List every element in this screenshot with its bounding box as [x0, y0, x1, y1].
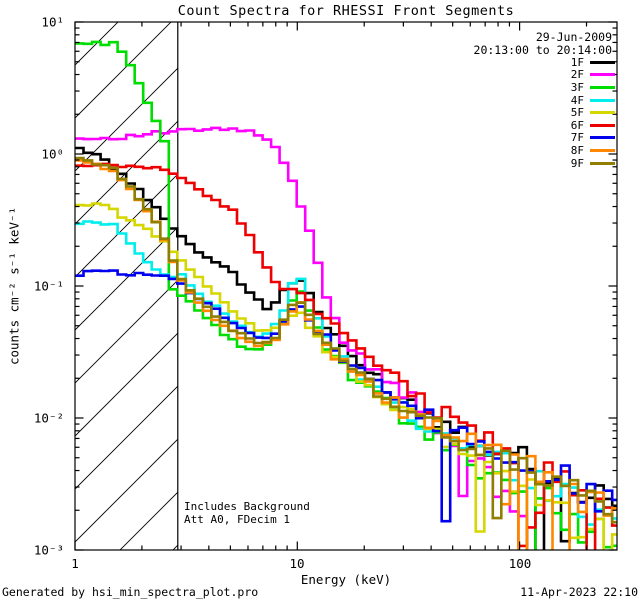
- legend-label-6F: 6F: [570, 118, 584, 132]
- legend-swatch-4F: [590, 98, 615, 102]
- legend: 1F 2F 3F 4F 5F 6F 7F 8F 9F: [570, 56, 615, 170]
- series-8F-curve: [75, 159, 617, 550]
- y-tick-label-10e-2: 10⁻²: [33, 410, 64, 426]
- legend-swatch-1F: [590, 60, 615, 64]
- y-axis-label: counts cm⁻² s⁻¹ keV⁻¹: [6, 206, 22, 366]
- y-tick-label-10e1: 10¹: [41, 14, 64, 30]
- legend-swatch-2F: [590, 73, 615, 77]
- legend-label-7F: 7F: [570, 131, 584, 145]
- y-tick-label-10e-1: 10⁻¹: [33, 278, 64, 294]
- y-tick-label-10e-3: 10⁻³: [33, 542, 64, 558]
- annotation-attenuator-state: Att A0, FDecim 1: [184, 512, 290, 526]
- observation-time-range: 20:13:00 to 20:14:00: [473, 43, 612, 57]
- x-tick-label-10: 10: [289, 556, 305, 571]
- observation-date: 29-Jun-2009: [535, 30, 612, 44]
- legend-item-8F: 8F: [571, 144, 615, 157]
- plot-title: Count Spectra for RHESSI Front Segments: [177, 3, 515, 19]
- legend-item-3F: 3F: [571, 81, 615, 94]
- annotation-block: Includes Background Att A0, FDecim 1: [184, 500, 310, 526]
- x-tick-label-1: 1: [71, 556, 79, 571]
- legend-item-4F: 4F: [571, 94, 615, 107]
- legend-label-5F: 5F: [570, 106, 584, 120]
- generated-by-credit: Generated by hsi_min_spectra_plot.pro: [2, 585, 259, 599]
- x-axis-label: Energy (keV): [300, 572, 392, 587]
- annotation-includes-background: Includes Background: [184, 500, 310, 513]
- render-timestamp: 11-Apr-2023 22:10: [520, 585, 638, 599]
- legend-swatch-8F: [590, 148, 615, 152]
- legend-swatch-5F: [590, 111, 615, 115]
- legend-swatch-7F: [590, 136, 615, 140]
- legend-item-2F: 2F: [570, 68, 615, 82]
- legend-label-2F: 2F: [570, 68, 584, 82]
- legend-item-7F: 7F: [570, 131, 615, 145]
- series-2F-curve: [75, 126, 529, 550]
- legend-label-3F: 3F: [570, 80, 584, 94]
- spectra-curves: [75, 40, 617, 550]
- legend-label-9F: 9F: [570, 156, 584, 170]
- legend-label-4F: 4F: [570, 93, 584, 107]
- y-tick-label-10e0: 10⁰: [41, 146, 64, 162]
- series-3F-curve: [75, 40, 617, 550]
- legend-swatch-9F: [590, 161, 615, 165]
- legend-item-1F: 1F: [571, 56, 615, 69]
- legend-label-1F: 1F: [570, 55, 584, 69]
- legend-item-6F: 6F: [571, 119, 615, 132]
- legend-item-5F: 5F: [571, 106, 615, 119]
- series-9F-curve: [75, 156, 617, 524]
- legend-item-9F: 9F: [571, 157, 615, 170]
- x-tick-label-100: 100: [508, 556, 532, 571]
- legend-swatch-3F: [590, 85, 615, 89]
- legend-swatch-6F: [590, 123, 615, 127]
- observation-datetime: 29-Jun-2009 20:13:00 to 20:14:00: [474, 31, 612, 57]
- legend-label-8F: 8F: [570, 143, 584, 157]
- hatch-region: [75, 22, 178, 550]
